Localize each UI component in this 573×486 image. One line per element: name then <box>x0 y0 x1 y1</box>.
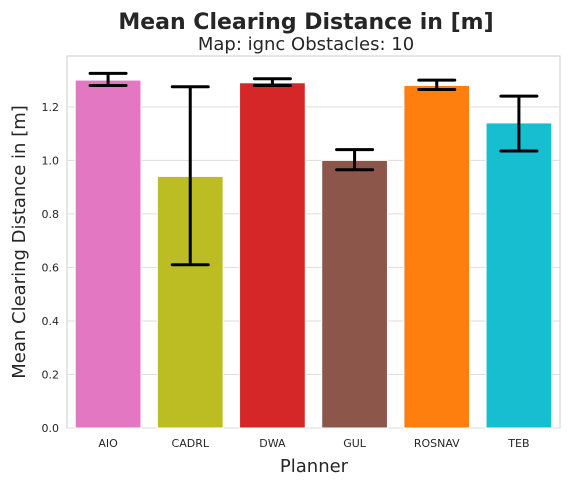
bar-gul <box>321 159 388 429</box>
bar-dwa <box>239 82 306 429</box>
bar-rosnav <box>403 84 471 429</box>
x-tick-label: CADRL <box>172 437 210 450</box>
y-axis-label: Mean Clearing Distance in [m] <box>9 105 30 379</box>
y-tick-labels: 0.0 0.2 0.4 0.6 0.8 1.0 1.2 <box>42 101 60 435</box>
bar-aio <box>74 79 142 429</box>
y-tick-label: 1.0 <box>42 154 60 167</box>
error-bar-cadrl <box>170 85 210 267</box>
chart-title: Mean Clearing Distance in [m] <box>118 10 493 35</box>
x-tick-label: TEB <box>507 437 529 450</box>
grid-lines <box>67 106 560 429</box>
error-bar-aio <box>88 71 128 87</box>
x-tick-label: DWA <box>259 437 286 450</box>
error-bar-teb <box>499 94 539 153</box>
chart-subtitle: Map: ignc Obstacles: 10 <box>198 34 414 55</box>
x-axis-label: Planner <box>280 456 349 477</box>
x-tick-label: GUL <box>343 437 367 450</box>
y-tick-label: 0.0 <box>42 422 60 435</box>
error-bar-gul <box>335 148 375 172</box>
plot-area <box>66 55 561 429</box>
x-tick-labels: AIO CADRL DWA GUL ROSNAV TEB <box>98 437 529 450</box>
error-bars <box>88 71 539 267</box>
bar-teb <box>485 122 553 429</box>
bars <box>74 79 553 429</box>
y-tick-label: 0.8 <box>42 208 60 221</box>
y-tick-label: 0.4 <box>42 315 60 328</box>
y-tick-label: 0.6 <box>42 261 60 274</box>
error-bar-rosnav <box>417 78 457 91</box>
x-tick-label: ROSNAV <box>414 437 460 450</box>
y-tick-label: 0.2 <box>42 368 60 381</box>
error-bar-dwa <box>252 77 292 87</box>
y-tick-label: 1.2 <box>42 101 60 114</box>
x-tick-label: AIO <box>98 437 118 450</box>
